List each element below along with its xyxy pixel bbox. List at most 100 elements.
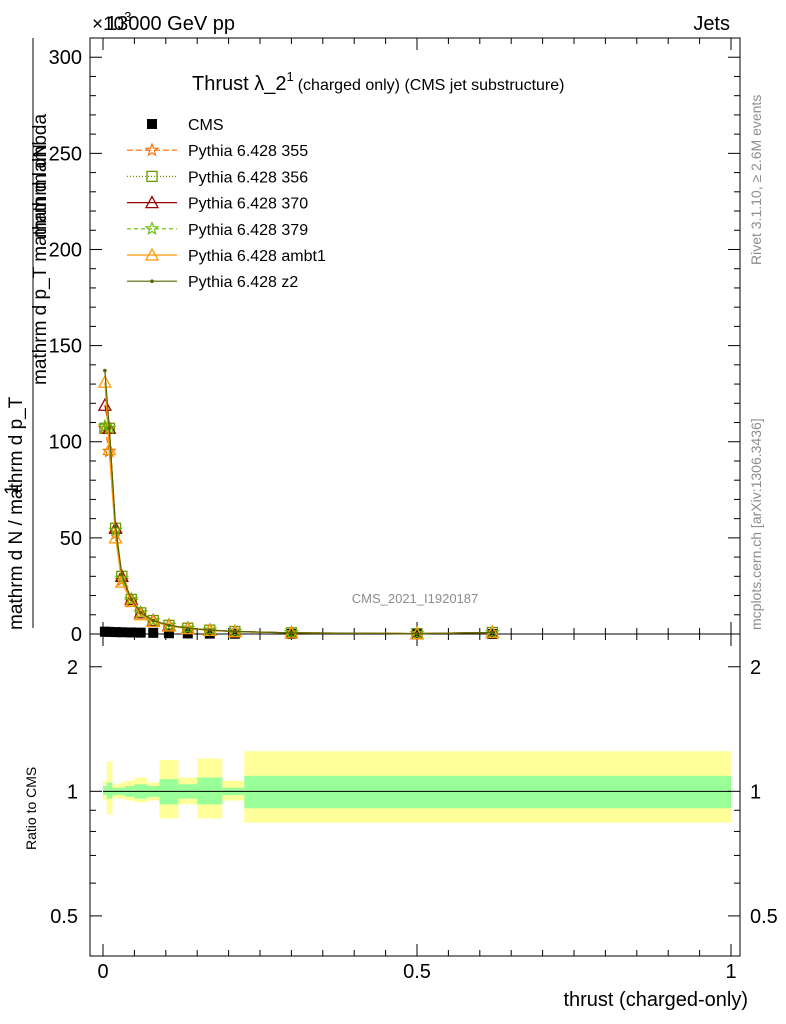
ratio-axis-ticks: 0.5 0.5 1 1 2 2 xyxy=(50,657,778,928)
y-label-denominator-2: mathrm d N / mathrm d p_T xyxy=(6,396,27,630)
legend-label: Pythia 6.428 z2 xyxy=(188,274,298,291)
y-tick-label: 300 xyxy=(49,47,82,69)
data-point xyxy=(204,628,215,639)
series-355 xyxy=(97,420,500,640)
ratio-y-axis-label: Ratio to CMS xyxy=(23,767,39,850)
data-point xyxy=(133,605,148,619)
mcplots-label: mcplots.cern.ch [arXiv:1306.3436] xyxy=(748,418,764,630)
data-point xyxy=(163,628,174,639)
main-series-layer xyxy=(97,368,500,640)
data-point xyxy=(227,623,243,638)
chart-title: Thrust λ_21 (charged only) (CMS jet subst… xyxy=(192,69,564,95)
legend-entry: Pythia 6.428 370 xyxy=(127,195,308,213)
data-point xyxy=(289,631,294,635)
data-point xyxy=(104,626,115,637)
ratio-y-tick-label: 1 xyxy=(67,781,78,803)
data-point xyxy=(167,623,171,628)
x-tick-label: 0.5 xyxy=(403,961,431,983)
data-point xyxy=(97,374,112,388)
data-point xyxy=(233,629,237,634)
data-point xyxy=(151,618,156,623)
data-point xyxy=(124,593,139,607)
y-tick-label: 0 xyxy=(71,624,82,646)
legend-entry: Pythia 6.428 355 xyxy=(127,142,308,160)
legend-label: Pythia 6.428 356 xyxy=(188,169,308,186)
ratio-band-inner xyxy=(103,786,107,795)
y-label-lead: 1 xyxy=(2,484,23,495)
data-point xyxy=(113,524,118,529)
data-point xyxy=(185,626,190,631)
exponent-label: ×103 xyxy=(92,9,131,35)
legend-entry: Pythia 6.428 356 xyxy=(127,169,308,186)
data-point xyxy=(148,627,159,638)
chart-title-sup: 1 xyxy=(286,69,293,84)
ratio-y-tick-label-right: 2 xyxy=(750,657,761,679)
data-point xyxy=(180,620,196,635)
data-point xyxy=(120,572,124,577)
series-line xyxy=(104,370,493,635)
data-point xyxy=(97,397,112,411)
series-z2 xyxy=(103,368,495,636)
x-axis-label: thrust (charged-only) xyxy=(563,989,748,1011)
y-tick-label: 150 xyxy=(49,336,82,358)
data-point xyxy=(161,617,177,632)
legend-marker xyxy=(144,247,160,261)
ratio-band-inner xyxy=(106,782,113,799)
data-point xyxy=(284,624,299,640)
data-point xyxy=(110,627,121,638)
data-point xyxy=(124,592,139,606)
data-point xyxy=(133,605,149,620)
legend-label: Pythia 6.428 ambt1 xyxy=(188,248,326,265)
legend-marker xyxy=(144,195,160,209)
x-tick-label: 1 xyxy=(725,961,736,983)
y-label-denominator-1: mathrm d p_T mathrm d lambda xyxy=(30,114,51,385)
rivet-label: Rivet 3.1.10, ≥ 2.6M events xyxy=(748,95,764,265)
legend-marker xyxy=(144,220,160,236)
process-label: Jets xyxy=(693,13,730,35)
data-point xyxy=(138,611,143,615)
data-point xyxy=(102,442,117,456)
y-label-numerator: mathrm dN xyxy=(30,144,51,238)
data-point xyxy=(202,622,218,637)
y-tick-label: 250 xyxy=(49,143,82,165)
legend-marker xyxy=(146,170,158,183)
legend-marker xyxy=(150,279,154,284)
data-point xyxy=(490,630,495,635)
data-point xyxy=(135,627,146,638)
legend-label: Pythia 6.428 355 xyxy=(188,143,308,160)
ratio-y-tick-label: 0.5 xyxy=(50,906,78,928)
data-point xyxy=(415,631,419,636)
legend-label: CMS xyxy=(188,117,224,134)
data-point xyxy=(129,597,134,602)
data-point xyxy=(103,368,107,373)
analysis-watermark: CMS_2021_I1920187 xyxy=(352,591,479,606)
legend-label: Pythia 6.428 370 xyxy=(188,196,308,213)
main-y-axis-label: mathrm d N / mathrm d p_T mathrm d p_T m… xyxy=(2,38,51,630)
ratio-band-inner xyxy=(244,775,732,809)
chart-title-rest: (charged only) (CMS jet substructure) xyxy=(298,77,565,94)
ratio-y-tick-label: 2 xyxy=(67,657,78,679)
legend-entry: Pythia 6.428 z2 xyxy=(127,274,298,291)
main-y-axis-ticks: 0 50 100 150 200 250 300 0 0.5 1 xyxy=(49,38,740,983)
data-point xyxy=(207,628,212,632)
data-point xyxy=(126,627,137,638)
legend-marker xyxy=(144,142,160,157)
data-point xyxy=(485,624,500,639)
energy-label: 13000 GeV pp xyxy=(106,13,235,35)
legend: CMS Pythia 6.428 355 Pythia 6.428 356 Pythi… xyxy=(127,117,326,291)
data-point xyxy=(108,530,123,544)
legend-entry: Pythia 6.428 379 xyxy=(127,220,308,239)
legend-marker xyxy=(147,119,157,129)
y-tick-label: 50 xyxy=(60,528,82,550)
chart-title-main: Thrust λ_2 xyxy=(192,73,286,95)
legend-label: Pythia 6.428 379 xyxy=(188,222,308,239)
legend-entry: Pythia 6.428 ambt1 xyxy=(127,247,326,265)
y-tick-label: 200 xyxy=(49,239,82,261)
data-point xyxy=(409,625,425,640)
ratio-uncertainty-bands xyxy=(103,751,732,823)
data-point xyxy=(107,426,112,431)
x-tick-label: 0 xyxy=(97,961,108,983)
y-tick-label: 100 xyxy=(49,432,82,454)
legend-entry: CMS xyxy=(147,117,224,134)
